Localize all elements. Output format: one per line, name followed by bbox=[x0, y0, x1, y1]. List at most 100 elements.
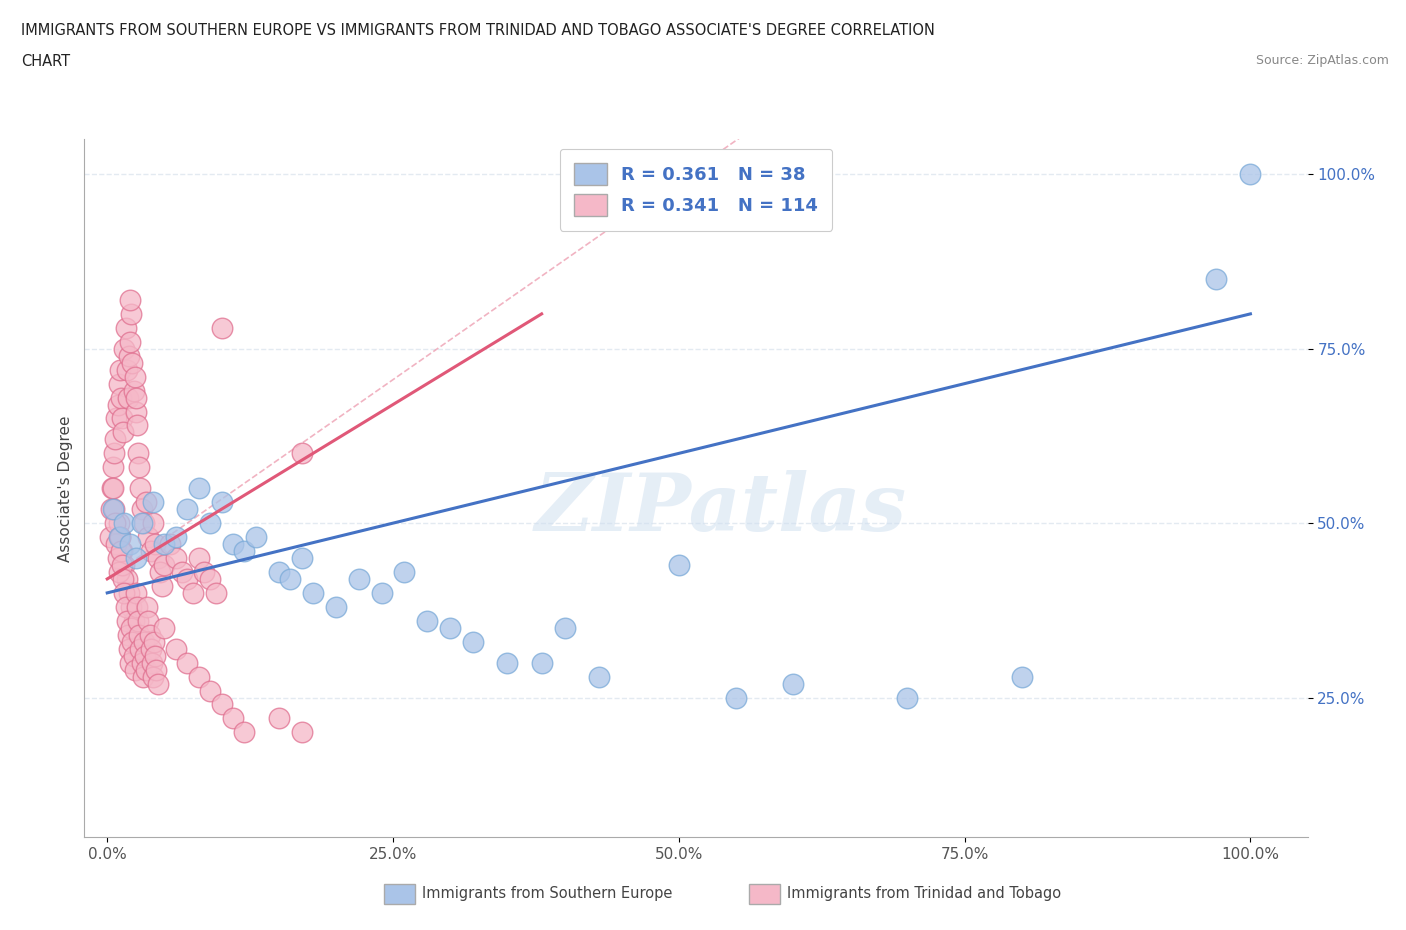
Point bbox=[125, 390, 148, 405]
Point bbox=[101, 481, 124, 496]
Point bbox=[290, 725, 312, 740]
Point bbox=[439, 620, 461, 635]
Point bbox=[110, 390, 132, 405]
Point bbox=[98, 530, 121, 545]
Point bbox=[128, 460, 150, 475]
Point bbox=[108, 363, 131, 378]
Point bbox=[114, 320, 136, 336]
Point bbox=[165, 642, 187, 657]
Point bbox=[101, 502, 124, 517]
Point bbox=[143, 537, 166, 551]
Point bbox=[118, 586, 141, 601]
Point bbox=[112, 515, 135, 530]
Point bbox=[115, 614, 138, 629]
Point bbox=[153, 558, 176, 573]
Point bbox=[278, 571, 301, 587]
Point bbox=[103, 446, 125, 461]
Point bbox=[120, 620, 142, 635]
Point bbox=[146, 676, 169, 691]
Point bbox=[118, 642, 141, 657]
Point bbox=[112, 586, 135, 601]
Point bbox=[127, 614, 149, 629]
Point bbox=[120, 334, 142, 349]
Point bbox=[145, 662, 167, 677]
Point bbox=[176, 655, 198, 670]
Point bbox=[211, 698, 233, 712]
Point bbox=[117, 627, 139, 642]
Point bbox=[135, 662, 157, 677]
Point bbox=[198, 515, 221, 530]
Point bbox=[1011, 670, 1033, 684]
Point bbox=[104, 432, 127, 447]
Point bbox=[105, 411, 128, 426]
Point bbox=[143, 648, 166, 663]
Point bbox=[588, 670, 610, 684]
Point bbox=[115, 571, 138, 587]
Point bbox=[149, 565, 172, 579]
Point bbox=[101, 460, 124, 475]
Text: Source: ZipAtlas.com: Source: ZipAtlas.com bbox=[1256, 54, 1389, 67]
Point bbox=[136, 600, 159, 615]
Legend: R = 0.361   N = 38, R = 0.341   N = 114: R = 0.361 N = 38, R = 0.341 N = 114 bbox=[560, 149, 832, 231]
Point bbox=[461, 634, 484, 649]
Point bbox=[112, 558, 135, 573]
Point bbox=[107, 376, 129, 391]
Point bbox=[146, 551, 169, 565]
Point bbox=[125, 404, 148, 418]
Point bbox=[122, 648, 145, 663]
Point bbox=[112, 425, 135, 440]
Y-axis label: Associate's Degree: Associate's Degree bbox=[58, 415, 73, 562]
Point bbox=[124, 369, 146, 384]
Point bbox=[101, 481, 124, 496]
Point bbox=[233, 543, 256, 558]
Point bbox=[125, 551, 148, 565]
Point bbox=[290, 551, 312, 565]
Point bbox=[108, 530, 131, 545]
Point bbox=[120, 307, 142, 322]
Text: IMMIGRANTS FROM SOUTHERN EUROPE VS IMMIGRANTS FROM TRINIDAD AND TOBAGO ASSOCIATE: IMMIGRANTS FROM SOUTHERN EUROPE VS IMMIG… bbox=[21, 23, 935, 38]
Text: Immigrants from Southern Europe: Immigrants from Southern Europe bbox=[422, 886, 672, 901]
Point bbox=[198, 571, 221, 587]
Point bbox=[153, 537, 176, 551]
Point bbox=[121, 634, 143, 649]
Point bbox=[233, 725, 256, 740]
Point bbox=[165, 530, 187, 545]
Point bbox=[132, 634, 155, 649]
Point bbox=[141, 655, 163, 670]
Point bbox=[135, 495, 157, 510]
Point bbox=[139, 642, 162, 657]
Point bbox=[121, 355, 143, 370]
Point bbox=[267, 565, 290, 579]
Point bbox=[724, 690, 747, 705]
Point bbox=[198, 683, 221, 698]
Text: Immigrants from Trinidad and Tobago: Immigrants from Trinidad and Tobago bbox=[787, 886, 1062, 901]
Point bbox=[142, 515, 165, 530]
Point bbox=[114, 600, 136, 615]
Point bbox=[125, 586, 148, 601]
Point bbox=[132, 515, 155, 530]
Point bbox=[176, 502, 198, 517]
Point bbox=[187, 551, 209, 565]
Point bbox=[125, 627, 148, 642]
Point bbox=[138, 614, 160, 629]
Point bbox=[131, 502, 153, 517]
Point bbox=[325, 600, 347, 615]
Point bbox=[118, 349, 141, 364]
Point bbox=[134, 648, 156, 663]
Point bbox=[112, 341, 135, 356]
Point bbox=[1205, 272, 1227, 286]
Point bbox=[896, 690, 918, 705]
Point bbox=[120, 600, 142, 615]
Point bbox=[125, 600, 148, 615]
Point bbox=[139, 543, 162, 558]
Point bbox=[142, 495, 165, 510]
Point bbox=[124, 662, 146, 677]
Point bbox=[138, 530, 160, 545]
Point bbox=[131, 515, 153, 530]
Point bbox=[108, 530, 131, 545]
Point bbox=[100, 502, 122, 517]
Point bbox=[125, 418, 148, 433]
Point bbox=[187, 481, 209, 496]
Point bbox=[193, 565, 215, 579]
Point bbox=[117, 390, 139, 405]
